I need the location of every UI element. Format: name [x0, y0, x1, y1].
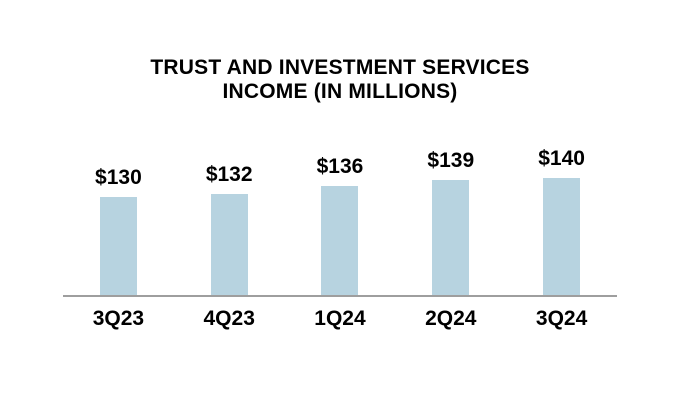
x-axis-labels: 3Q23 4Q23 1Q24 2Q24 3Q24 [63, 307, 617, 331]
chart-title: TRUST AND INVESTMENT SERVICES INCOME (IN… [0, 56, 680, 104]
bar-value-label: $139 [427, 149, 475, 172]
bar-slot: $136 [285, 139, 396, 295]
bar [321, 186, 359, 295]
x-axis-label: 3Q24 [535, 307, 588, 330]
bar-slot: $139 [395, 139, 506, 295]
bar-slot: $140 [506, 139, 617, 295]
x-axis-line [63, 295, 617, 297]
bar [432, 180, 470, 295]
x-axis-label: 3Q23 [92, 307, 145, 330]
x-axis-label: 2Q24 [425, 307, 477, 330]
bar-value-label: $130 [95, 166, 142, 189]
plot-area: $130 $132 $136 $139 $140 [63, 139, 617, 295]
bar-value-label: $132 [205, 163, 253, 186]
x-axis-label: 4Q23 [203, 307, 255, 330]
bar-slot: $132 [174, 139, 285, 295]
bar-value-label: $136 [316, 155, 364, 178]
bar-value-label: $140 [538, 147, 585, 170]
bar-slot: $130 [63, 139, 174, 295]
bar [210, 194, 248, 295]
chart-title-line-2: INCOME (IN MILLIONS) [222, 80, 458, 103]
bar [99, 197, 137, 295]
chart-title-line-1: TRUST AND INVESTMENT SERVICES [150, 56, 530, 79]
x-axis-label: 1Q24 [314, 307, 366, 330]
bar [543, 178, 581, 295]
